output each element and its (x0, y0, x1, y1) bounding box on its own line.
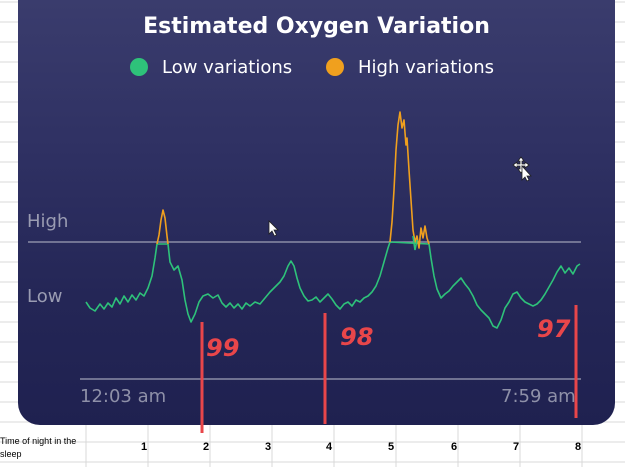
high-variation-series (390, 112, 429, 248)
annotation-99: 99 (206, 334, 239, 362)
mouse-pointer-icon (268, 220, 280, 238)
x-axis-label: Time of night in the sleep (0, 435, 86, 461)
x-tick-label: 4 (326, 441, 332, 453)
annotation-98: 98 (340, 323, 373, 351)
x-tick-label: 8 (575, 441, 581, 453)
x-tick-label: 7 (513, 441, 519, 453)
x-tick-label: 3 (265, 441, 271, 453)
x-tick-label: 5 (388, 441, 394, 453)
low-variation-series (86, 242, 580, 328)
x-tick-label: 1 (141, 441, 147, 453)
annotation-97: 97 (537, 315, 570, 343)
x-axis-row: Time of night in the sleep 1 2 3 4 5 6 7 8 (0, 427, 625, 467)
x-tick-label: 2 (203, 441, 209, 453)
high-variation-series (157, 210, 168, 244)
x-tick-label: 6 (451, 441, 457, 453)
move-cursor-icon (512, 156, 532, 182)
